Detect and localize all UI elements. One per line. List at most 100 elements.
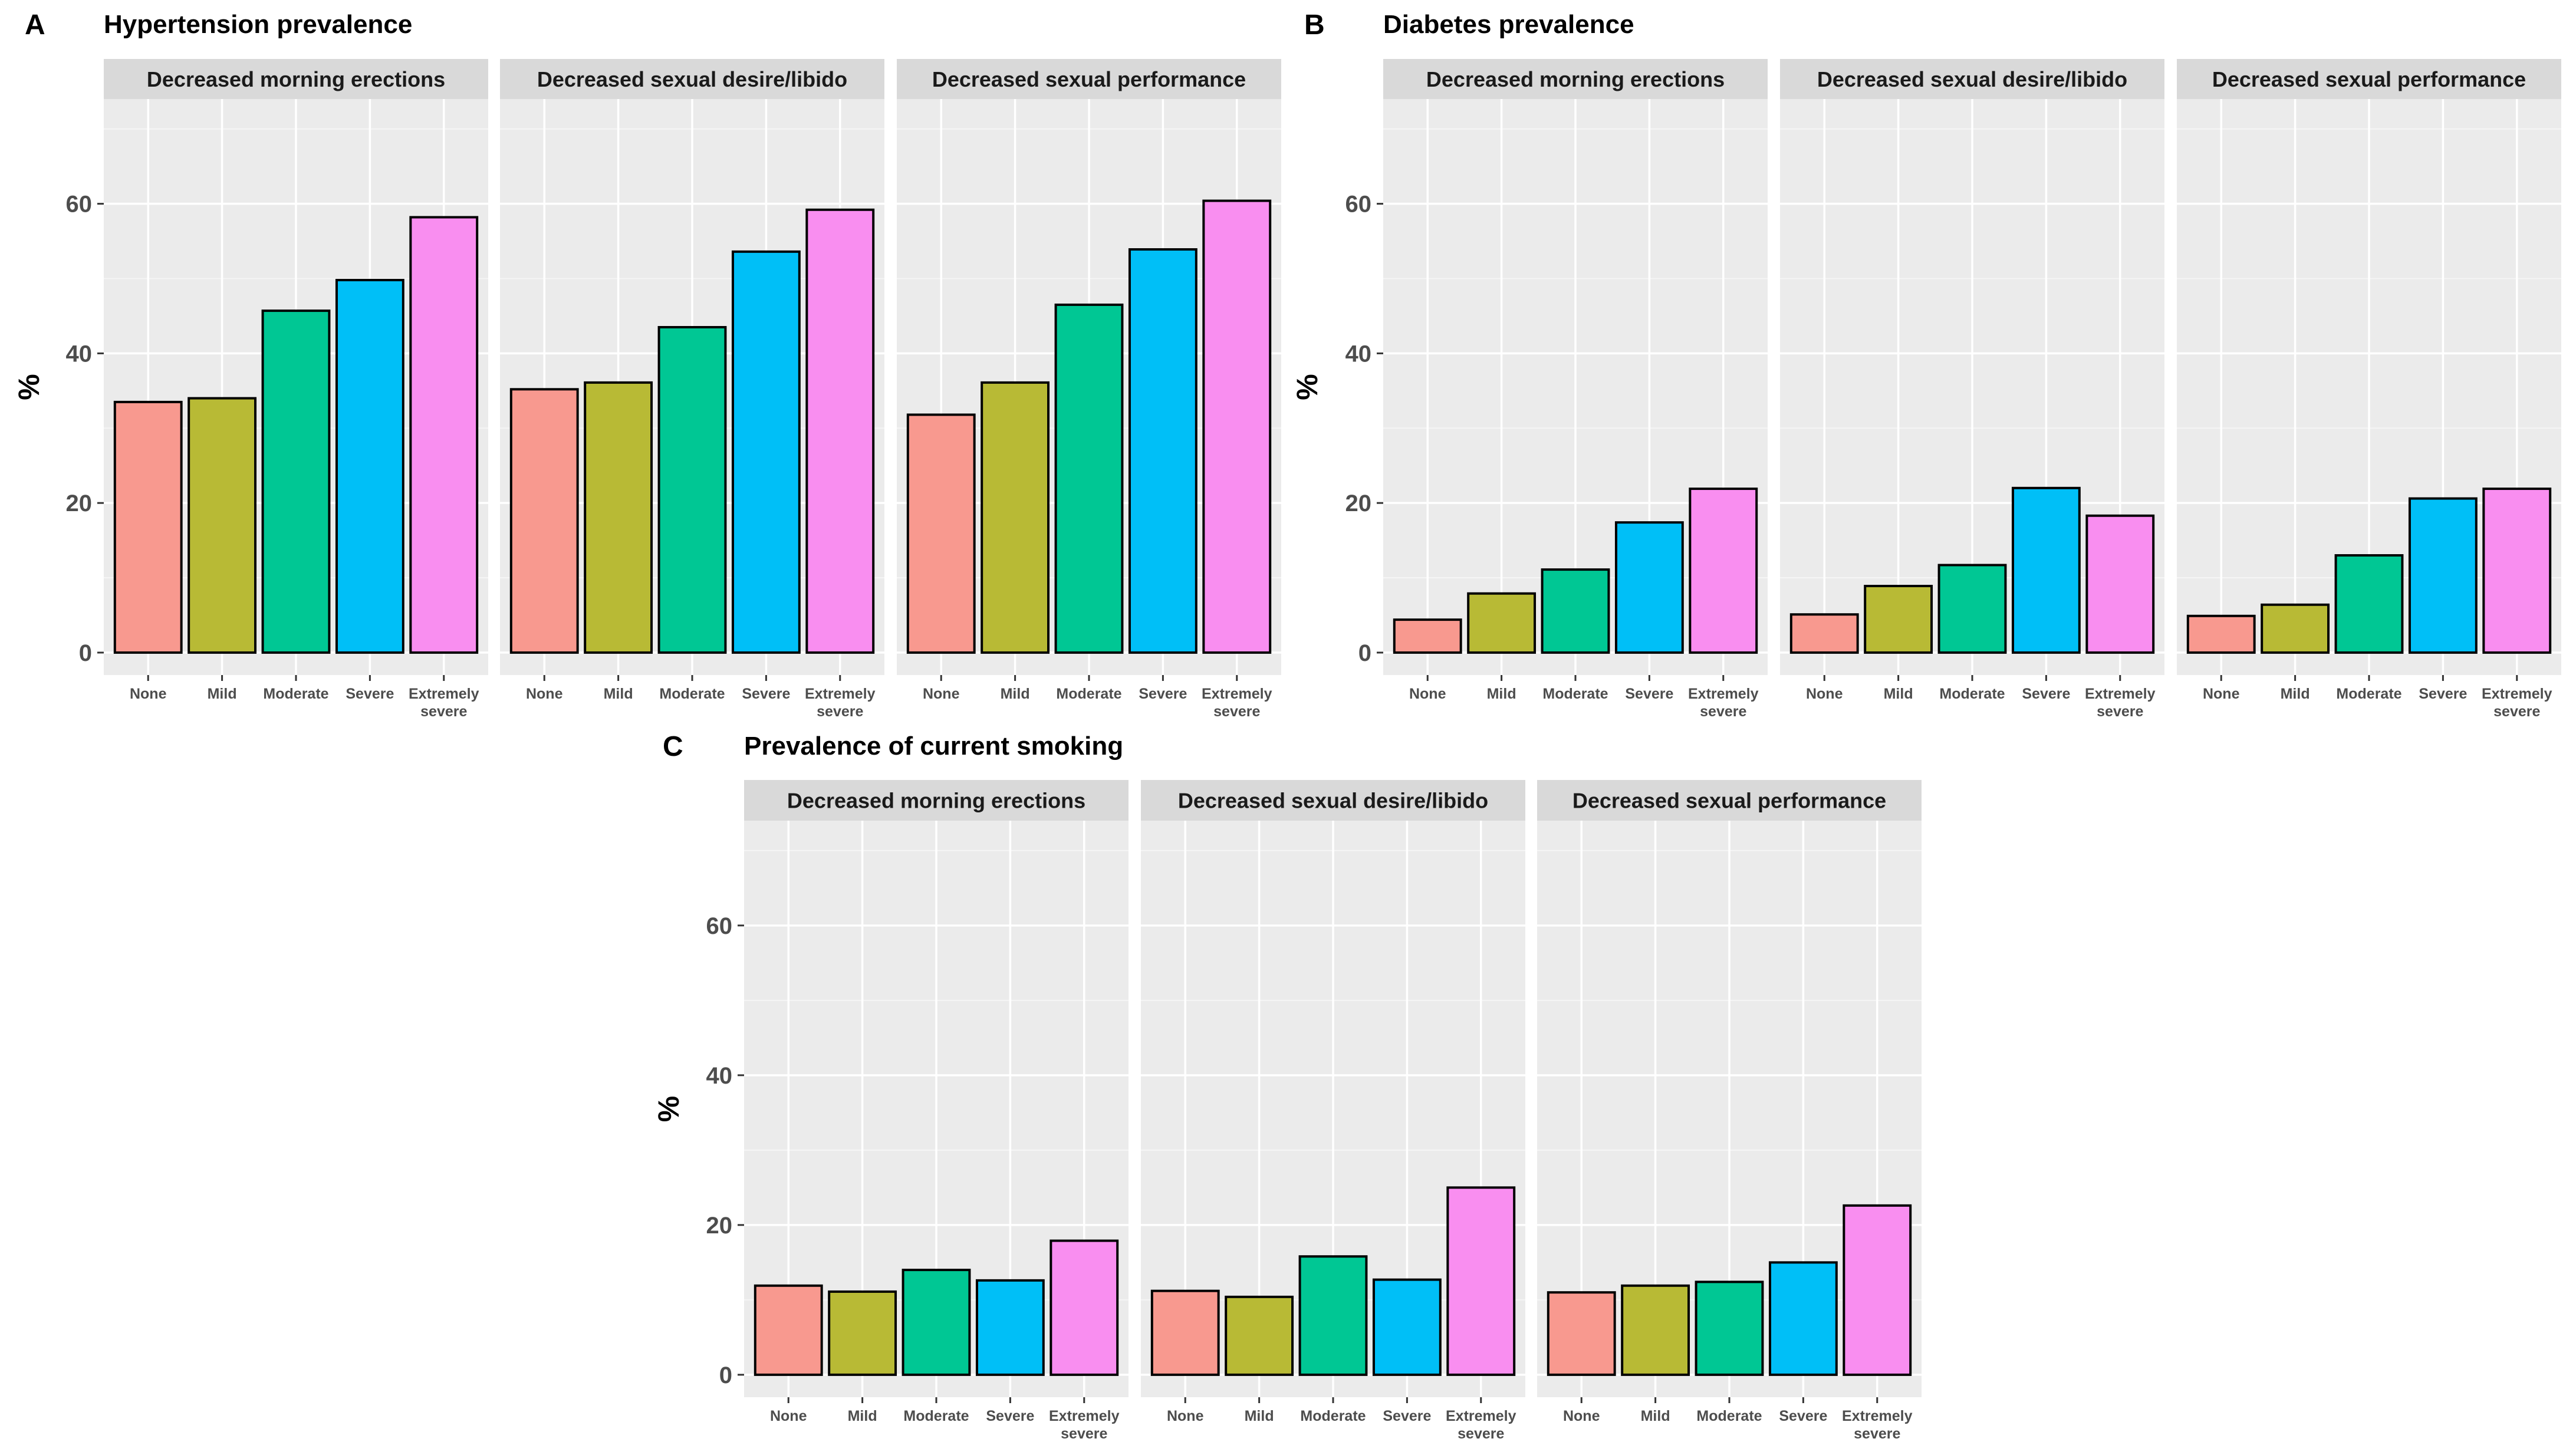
x-tick-label: Severe — [2022, 686, 2070, 702]
facet-strip — [1780, 59, 2164, 99]
bar-mild — [1467, 592, 1537, 654]
panel-title: Diabetes prevalence — [1383, 10, 1634, 39]
x-tick-label: Mild — [604, 686, 633, 702]
facet-strip — [744, 780, 1129, 821]
facet: Decreased morning erections None Mild Moder… — [104, 59, 488, 720]
y-tick-label: 40 — [706, 1063, 733, 1089]
bar-severe — [335, 279, 404, 654]
bar-mild — [1621, 1284, 1690, 1376]
bar-mild — [1225, 1295, 1294, 1376]
bar-severe — [731, 250, 801, 654]
y-tick-label: 0 — [719, 1362, 732, 1388]
bar-severe — [1128, 248, 1197, 654]
x-tick-label: Extremely severe — [805, 686, 876, 720]
panel-letter: B — [1304, 9, 1325, 41]
x-tick-label: Moderate — [1939, 686, 2005, 702]
bar-mild — [187, 397, 257, 654]
bar-moderate — [2334, 554, 2404, 654]
bar-extremely-severe — [1050, 1239, 1119, 1376]
facet-strip — [500, 59, 884, 99]
x-tick-label: Mild — [208, 686, 237, 702]
bar-severe — [2408, 497, 2478, 654]
x-tick-label: None — [1167, 1408, 1204, 1424]
y-tick-label: 60 — [706, 913, 733, 939]
x-tick-label: None — [1563, 1408, 1600, 1424]
x-tick-label: Moderate — [1696, 1408, 1762, 1424]
x-tick-label: Moderate — [659, 686, 725, 702]
x-tick-label: Extremely severe — [1049, 1408, 1120, 1442]
y-axis-label: % — [652, 1096, 685, 1122]
x-tick-label: Severe — [1139, 686, 1187, 702]
x-tick-label: None — [923, 686, 960, 702]
bar-mild — [828, 1290, 897, 1376]
x-tick-label: Severe — [1383, 1408, 1431, 1424]
facet: Decreased sexual performance None Mild Mode… — [1537, 780, 1922, 1442]
bar-none — [1789, 613, 1859, 654]
facet: Decreased sexual desire/libido None Mild Mo… — [1141, 780, 1525, 1442]
facet-strip — [104, 59, 488, 99]
bar-none — [1393, 618, 1462, 654]
x-tick-label: None — [2203, 686, 2240, 702]
x-tick-label: Severe — [2419, 686, 2467, 702]
panel-title: Prevalence of current smoking — [744, 732, 1123, 761]
bar-severe — [1372, 1278, 1442, 1376]
bar-none — [2186, 614, 2256, 654]
x-tick-label: None — [770, 1408, 807, 1424]
facet-strip — [2177, 59, 2561, 99]
panel-a: A Hypertension prevalence% 0 20 40 60 Decrease… — [12, 9, 1281, 720]
x-tick-label: Mild — [1245, 1408, 1274, 1424]
x-tick-label: Moderate — [1300, 1408, 1366, 1424]
facet-title: Decreased morning erections — [147, 67, 445, 91]
bar-moderate — [1054, 303, 1124, 654]
bar-severe — [2011, 486, 2081, 654]
bar-moderate — [1695, 1280, 1764, 1376]
x-tick-label: None — [526, 686, 563, 702]
bar-extremely-severe — [2482, 488, 2552, 654]
y-tick-label: 40 — [66, 341, 93, 367]
bar-moderate — [1937, 564, 2007, 654]
y-tick-label: 60 — [1345, 192, 1372, 218]
x-tick-label: None — [1409, 686, 1446, 702]
x-tick-label: Moderate — [1056, 686, 1121, 702]
x-tick-label: Extremely severe — [1446, 1408, 1516, 1442]
x-tick-label: Mild — [1641, 1408, 1670, 1424]
panel-title: Hypertension prevalence — [104, 10, 412, 39]
bar-none — [906, 413, 976, 654]
bar-none — [754, 1284, 823, 1376]
facet-title: Decreased sexual desire/libido — [1178, 789, 1488, 813]
y-tick-label: 0 — [79, 640, 92, 666]
bar-moderate — [902, 1269, 971, 1376]
x-tick-label: Extremely severe — [1202, 686, 1272, 720]
panel-c: C Prevalence of current smoking% 0 20 40 60 De… — [652, 731, 1922, 1442]
x-tick-label: Mild — [1884, 686, 1913, 702]
y-tick-label: 20 — [66, 491, 93, 516]
x-tick-label: Mild — [1001, 686, 1030, 702]
bar-moderate — [1298, 1255, 1368, 1376]
bar-severe — [975, 1279, 1045, 1376]
x-tick-label: Moderate — [263, 686, 328, 702]
bar-none — [509, 388, 579, 654]
x-tick-label: Severe — [742, 686, 790, 702]
y-tick-label: 40 — [1345, 341, 1372, 367]
bar-mild — [2261, 603, 2330, 654]
x-tick-label: Mild — [1487, 686, 1516, 702]
bar-severe — [1614, 521, 1684, 654]
x-tick-label: Moderate — [903, 1408, 969, 1424]
y-tick-label: 20 — [706, 1213, 733, 1239]
bar-extremely-severe — [2085, 514, 2155, 654]
x-tick-label: Extremely severe — [2085, 686, 2156, 720]
bar-mild — [584, 381, 653, 654]
bar-extremely-severe — [409, 216, 479, 654]
facet-title: Decreased sexual performance — [2212, 67, 2526, 91]
bar-extremely-severe — [1446, 1186, 1516, 1376]
x-tick-label: Moderate — [2336, 686, 2401, 702]
x-tick-label: Moderate — [1542, 686, 1608, 702]
bar-moderate — [657, 325, 727, 654]
facet: Decreased sexual desire/libido None Mild Mo… — [1780, 59, 2164, 720]
facet: Decreased sexual performance None Mild Mode… — [2177, 59, 2561, 720]
facet-title: Decreased morning erections — [1426, 67, 1725, 91]
facet-title: Decreased morning erections — [787, 789, 1085, 813]
x-tick-label: None — [1806, 686, 1843, 702]
panel-letter: A — [25, 9, 45, 41]
